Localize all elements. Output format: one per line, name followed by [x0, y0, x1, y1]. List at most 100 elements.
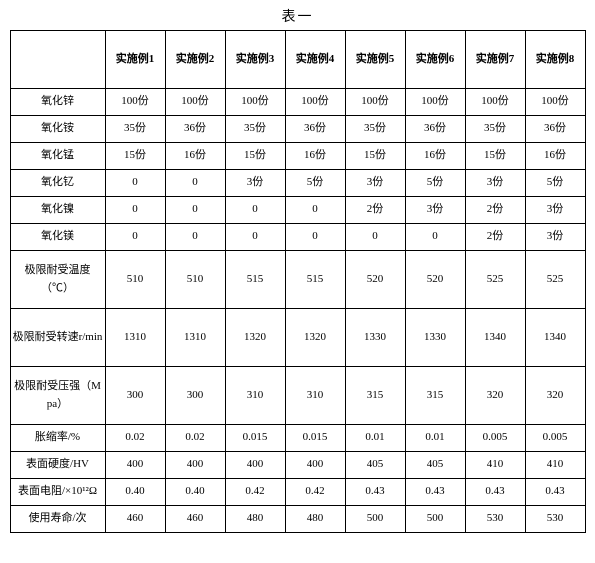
- cell: 0.01: [405, 425, 465, 452]
- cell: 1340: [465, 309, 525, 367]
- row-label: 氧化锌: [10, 89, 105, 116]
- cell: 510: [165, 251, 225, 309]
- cell: 410: [465, 452, 525, 479]
- cell: 530: [525, 506, 585, 533]
- cell: 100份: [345, 89, 405, 116]
- table-row: 极限耐受压强（Mpa）300300310310315315320320: [10, 367, 585, 425]
- table-row: 氧化锰15份16份15份16份15份16份15份16份: [10, 143, 585, 170]
- cell: 400: [165, 452, 225, 479]
- cell: 100份: [405, 89, 465, 116]
- col-header: 实施例7: [465, 31, 525, 89]
- cell: 0: [165, 170, 225, 197]
- cell: 0.42: [225, 479, 285, 506]
- cell: 1310: [105, 309, 165, 367]
- cell: 16份: [165, 143, 225, 170]
- cell: 0.015: [225, 425, 285, 452]
- cell: 5份: [405, 170, 465, 197]
- row-label: 使用寿命/次: [10, 506, 105, 533]
- cell: 0.02: [105, 425, 165, 452]
- cell: 35份: [105, 116, 165, 143]
- cell: 310: [285, 367, 345, 425]
- cell: 100份: [465, 89, 525, 116]
- cell: 15份: [465, 143, 525, 170]
- cell: 520: [345, 251, 405, 309]
- cell: 15份: [105, 143, 165, 170]
- cell: 3份: [465, 170, 525, 197]
- cell: 315: [345, 367, 405, 425]
- table-row: 表面硬度/HV400400400400405405410410: [10, 452, 585, 479]
- cell: 100份: [105, 89, 165, 116]
- col-header: 实施例2: [165, 31, 225, 89]
- col-header: 实施例8: [525, 31, 585, 89]
- cell: 35份: [345, 116, 405, 143]
- cell: 530: [465, 506, 525, 533]
- cell: 300: [105, 367, 165, 425]
- cell: 1320: [285, 309, 345, 367]
- cell: 405: [345, 452, 405, 479]
- table-row: 氧化镍00002份3份2份3份: [10, 197, 585, 224]
- cell: 0: [225, 197, 285, 224]
- col-header: 实施例3: [225, 31, 285, 89]
- row-label: 氧化铵: [10, 116, 105, 143]
- cell: 5份: [525, 170, 585, 197]
- cell: 36份: [165, 116, 225, 143]
- cell: 400: [225, 452, 285, 479]
- row-label: 极限耐受转速r/min: [10, 309, 105, 367]
- cell: 400: [285, 452, 345, 479]
- cell: 0.40: [105, 479, 165, 506]
- cell: 405: [405, 452, 465, 479]
- header-row: 实施例1 实施例2 实施例3 实施例4 实施例5 实施例6 实施例7 实施例8: [10, 31, 585, 89]
- row-label: 氧化镍: [10, 197, 105, 224]
- cell: 1340: [525, 309, 585, 367]
- table-row: 氧化铵35份36份35份36份35份36份35份36份: [10, 116, 585, 143]
- cell: 36份: [285, 116, 345, 143]
- row-label: 表面硬度/HV: [10, 452, 105, 479]
- cell: 36份: [405, 116, 465, 143]
- cell: 0: [285, 197, 345, 224]
- cell: 0: [105, 170, 165, 197]
- cell: 16份: [525, 143, 585, 170]
- cell: 410: [525, 452, 585, 479]
- table-row: 氧化钇003份5份3份5份3份5份: [10, 170, 585, 197]
- table-row: 表面电阻/×10¹²Ω0.400.400.420.420.430.430.430…: [10, 479, 585, 506]
- cell: 0.005: [525, 425, 585, 452]
- cell: 500: [405, 506, 465, 533]
- row-label: 氧化镁: [10, 224, 105, 251]
- cell: 36份: [525, 116, 585, 143]
- cell: 460: [165, 506, 225, 533]
- cell: 100份: [165, 89, 225, 116]
- table-title: 表一: [0, 0, 595, 30]
- cell: 300: [165, 367, 225, 425]
- table-row: 氧化镁0000002份3份: [10, 224, 585, 251]
- cell: 15份: [345, 143, 405, 170]
- cell: 310: [225, 367, 285, 425]
- cell: 320: [465, 367, 525, 425]
- cell: 16份: [405, 143, 465, 170]
- cell: 520: [405, 251, 465, 309]
- cell: 1310: [165, 309, 225, 367]
- cell: 3份: [405, 197, 465, 224]
- cell: 16份: [285, 143, 345, 170]
- cell: 510: [105, 251, 165, 309]
- row-label: 表面电阻/×10¹²Ω: [10, 479, 105, 506]
- cell: 2份: [465, 224, 525, 251]
- row-label: 极限耐受温度（℃）: [10, 251, 105, 309]
- cell: 2份: [465, 197, 525, 224]
- cell: 3份: [525, 197, 585, 224]
- cell: 0: [165, 197, 225, 224]
- col-header: 实施例5: [345, 31, 405, 89]
- cell: 0: [285, 224, 345, 251]
- header-blank: [10, 31, 105, 89]
- cell: 0: [105, 197, 165, 224]
- row-label: 极限耐受压强（Mpa）: [10, 367, 105, 425]
- cell: 515: [225, 251, 285, 309]
- cell: 525: [465, 251, 525, 309]
- cell: 315: [405, 367, 465, 425]
- table-row: 胀缩率/%0.020.020.0150.0150.010.010.0050.00…: [10, 425, 585, 452]
- cell: 1330: [405, 309, 465, 367]
- cell: 0.43: [405, 479, 465, 506]
- cell: 525: [525, 251, 585, 309]
- cell: 0.43: [345, 479, 405, 506]
- row-label: 氧化锰: [10, 143, 105, 170]
- cell: 3份: [525, 224, 585, 251]
